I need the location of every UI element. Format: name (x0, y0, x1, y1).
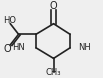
Text: O: O (50, 1, 57, 11)
Text: HO: HO (3, 16, 16, 25)
Text: O: O (3, 44, 11, 54)
Text: NH: NH (78, 43, 91, 52)
Text: HN: HN (12, 43, 25, 52)
Text: CH₃: CH₃ (46, 68, 61, 77)
